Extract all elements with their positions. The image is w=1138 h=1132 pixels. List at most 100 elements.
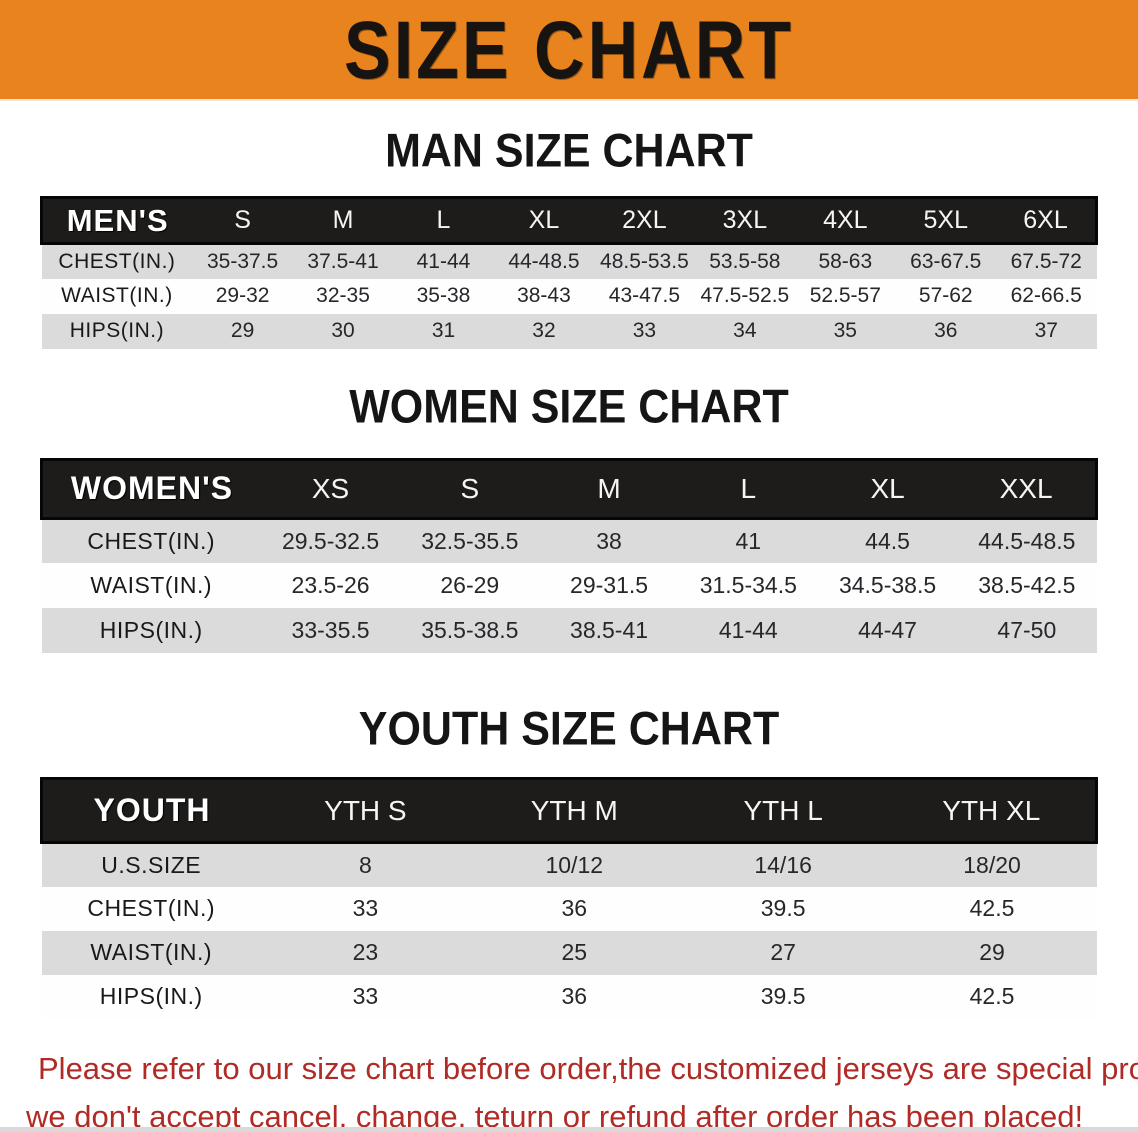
size-column-header: M	[539, 457, 679, 520]
table-cell: 23.5-26	[260, 563, 401, 608]
table-cell: 33	[260, 974, 470, 1019]
table-cell: 25	[469, 930, 679, 975]
table-cell: 31.5-34.5	[678, 563, 818, 608]
table-cell: 42.5	[887, 974, 1097, 1019]
table-cell: 32	[493, 313, 595, 349]
row-label: WAIST(IN.)	[41, 563, 261, 608]
man-size-chart-heading: MAN SIZE CHART	[0, 124, 1138, 178]
table-cell: 37.5-41	[292, 243, 394, 279]
size-column-header: YTH M	[469, 777, 679, 844]
table-header-row: MEN'S S M L XL 2XL 3XL 4XL 5XL 6XL	[40, 196, 1098, 245]
row-label: WAIST(IN.)	[41, 278, 193, 314]
table-cell: 14/16	[678, 842, 888, 887]
table-cell: 43-47.5	[594, 278, 695, 314]
table-row: CHEST(IN.) 35-37.5 37.5-41 41-44 44-48.5 48.5…	[41, 243, 1097, 279]
table-cell: 44.5-48.5	[957, 518, 1097, 563]
table-cell: 44.5	[817, 518, 958, 563]
mens-size-table: MEN'S S M L XL 2XL 3XL 4XL 5XL 6XL CHEST(IN.) 35-37…	[40, 196, 1098, 349]
table-cell: 57-62	[895, 278, 996, 314]
table-cell: 31	[393, 313, 494, 349]
table-cell: 30	[292, 313, 394, 349]
table-cell: 58-63	[795, 243, 896, 279]
youth-size-chart-heading: YOUTH SIZE CHART	[0, 703, 1138, 756]
row-label: HIPS(IN.)	[41, 313, 193, 349]
mens-size-table-wrap: MEN'S S M L XL 2XL 3XL 4XL 5XL 6XL CHEST(IN.) 35-37…	[40, 196, 1098, 349]
table-cell: 37	[995, 313, 1097, 349]
table-cell: 29-31.5	[539, 563, 679, 608]
table-row: WAIST(IN.) 23.5-26 26-29 29-31.5 31.5-34.5 34…	[41, 563, 1097, 608]
size-column-header: L	[678, 457, 818, 520]
size-column-header: M	[292, 196, 394, 245]
table-cell: 38	[539, 518, 679, 563]
table-cell: 36	[895, 313, 996, 349]
table-cell: 26-29	[400, 563, 540, 608]
table-cell: 34.5-38.5	[817, 563, 958, 608]
table-cell: 39.5	[678, 886, 888, 931]
table-cell: 34	[694, 313, 796, 349]
order-disclaimer: Please refer to our size chart before or…	[0, 1045, 1138, 1132]
table-row: HIPS(IN.) 33-35.5 35.5-38.5 38.5-41 41-44 44-…	[41, 608, 1097, 653]
size-column-header: 5XL	[895, 196, 996, 245]
table-cell: 52.5-57	[795, 278, 896, 314]
table-cell: 35-37.5	[192, 243, 293, 279]
table-cell: 44-48.5	[493, 243, 595, 279]
size-column-header: XL	[817, 457, 958, 520]
table-cell: 35-38	[393, 278, 494, 314]
youth-size-table: YOUTH YTH S YTH M YTH L YTH XL U.S.SIZE 8 10/12…	[39, 777, 1098, 1019]
size-column-header: YTH S	[260, 777, 470, 844]
table-cell: 36	[469, 974, 679, 1019]
table-cell: 33-35.5	[260, 608, 401, 653]
size-column-header: XS	[260, 457, 401, 520]
table-cell: 44-47	[817, 608, 958, 653]
table-cell: 36	[469, 886, 679, 931]
table-cell: 63-67.5	[895, 243, 996, 279]
table-cell: 41-44	[393, 243, 494, 279]
table-cell: 41	[678, 518, 818, 563]
table-corner-label: WOMEN'S	[39, 457, 261, 520]
table-row: HIPS(IN.) 33 36 39.5 42.5	[41, 974, 1097, 1019]
row-label: U.S.SIZE	[41, 842, 261, 887]
man-size-chart-heading-text: MAN SIZE CHART	[385, 124, 753, 178]
row-label: CHEST(IN.)	[41, 518, 261, 563]
table-cell: 29	[887, 930, 1097, 975]
size-column-header: XXL	[957, 457, 1099, 520]
row-label: CHEST(IN.)	[41, 886, 261, 931]
table-row: CHEST(IN.) 33 36 39.5 42.5	[41, 886, 1097, 931]
table-cell: 38.5-41	[539, 608, 679, 653]
table-cell: 18/20	[887, 842, 1097, 887]
table-cell: 39.5	[678, 974, 888, 1019]
size-column-header: 6XL	[995, 196, 1098, 245]
size-chart-banner: SIZE CHART	[0, 0, 1138, 101]
table-cell: 33	[594, 313, 695, 349]
size-chart-title: SIZE CHART	[344, 4, 794, 95]
table-cell: 32.5-35.5	[400, 518, 540, 563]
table-cell: 32-35	[292, 278, 394, 314]
table-header-row: YOUTH YTH S YTH M YTH L YTH XL	[39, 777, 1098, 844]
table-row: WAIST(IN.) 23 25 27 29	[41, 930, 1097, 975]
table-cell: 42.5	[887, 886, 1097, 931]
table-header-row: WOMEN'S XS S M L XL XXL	[39, 457, 1099, 520]
table-cell: 8	[260, 842, 470, 887]
table-cell: 47.5-52.5	[694, 278, 796, 314]
size-column-header: YTH XL	[887, 777, 1098, 844]
size-column-header: 3XL	[694, 196, 796, 245]
table-cell: 47-50	[957, 608, 1097, 653]
size-column-header: S	[400, 457, 540, 520]
table-corner-label: YOUTH	[39, 777, 261, 844]
size-column-header: XL	[493, 196, 595, 245]
table-cell: 35.5-38.5	[400, 608, 540, 653]
size-column-header: L	[393, 196, 494, 245]
table-cell: 35	[795, 313, 896, 349]
table-cell: 48.5-53.5	[594, 243, 695, 279]
bottom-divider	[0, 1127, 1138, 1132]
row-label: HIPS(IN.)	[41, 974, 261, 1019]
table-cell: 29-32	[192, 278, 293, 314]
disclaimer-line-1: Please refer to our size chart before or…	[38, 1050, 1138, 1086]
women-size-chart-heading: WOMEN SIZE CHART	[0, 380, 1138, 433]
table-cell: 62-66.5	[995, 278, 1097, 314]
table-cell: 33	[260, 886, 470, 931]
table-cell: 53.5-58	[694, 243, 796, 279]
table-row: CHEST(IN.) 29.5-32.5 32.5-35.5 38 41 44.5 44.5…	[41, 518, 1097, 563]
table-row: U.S.SIZE 8 10/12 14/16 18/20	[41, 842, 1097, 887]
womens-size-table-wrap: WOMEN'S XS S M L XL XXL CHEST(IN.) 29.5-32.5 32.5…	[39, 457, 1099, 653]
